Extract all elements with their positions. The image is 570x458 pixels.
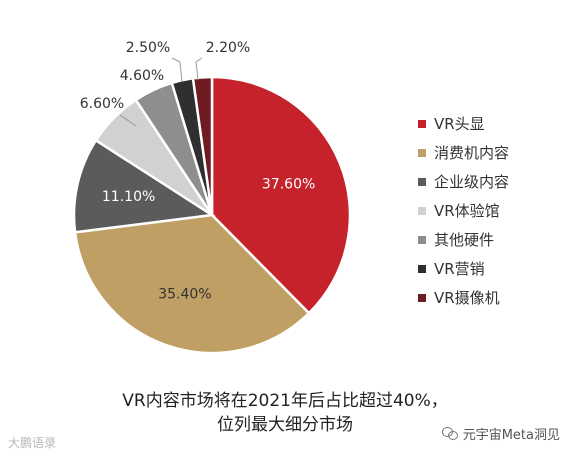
legend-item: VR营销 <box>418 260 485 278</box>
legend-label: VR摄像机 <box>434 289 500 307</box>
legend-label: 消费机内容 <box>434 144 509 162</box>
pie-slice <box>73 213 311 355</box>
caption-line-1: VR内容市场将在2021年后占比超过40%， <box>122 391 448 411</box>
leader-lines <box>119 57 203 127</box>
slice-value-label: 35.40% <box>158 286 211 302</box>
caption-line-2: 位列最大细分市场 <box>217 415 353 435</box>
legend-swatch <box>418 207 426 215</box>
slice-value-label: 11.10% <box>102 189 155 205</box>
legend-swatch <box>418 236 426 244</box>
leader-line <box>119 114 137 127</box>
pie-slices <box>72 75 352 355</box>
slice-value-label: 2.50% <box>126 40 170 56</box>
legend-label: VR头显 <box>434 115 485 133</box>
legend-item: 其他硬件 <box>418 231 494 249</box>
legend-label: VR营销 <box>434 260 485 278</box>
legend-item: 企业级内容 <box>418 173 509 191</box>
legend-item: VR头显 <box>418 115 485 133</box>
slice-labels: 37.60% 35.40% 11.10% 6.60% 4.60% 2.50% 2.20% <box>80 40 316 302</box>
legend-label: VR体验馆 <box>434 202 500 220</box>
slice-value-label: 4.60% <box>120 68 164 84</box>
leader-line <box>195 57 203 81</box>
pie-slice <box>210 75 352 315</box>
legend-swatch <box>418 120 426 128</box>
legend-swatch <box>418 294 426 302</box>
legend-label: 其他硬件 <box>434 231 494 249</box>
pie-chart: 37.60% 35.40% 11.10% 6.60% 4.60% 2.50% 2.20% V… <box>72 40 509 355</box>
leader-line <box>171 57 183 83</box>
slice-value-label: 2.20% <box>206 40 250 56</box>
legend-swatch <box>418 178 426 186</box>
pie-slice <box>191 75 214 216</box>
watermark-right: 元宇宙Meta洞见 <box>441 424 560 443</box>
slice-value-label: 37.60% <box>262 177 315 193</box>
legend-swatch <box>418 149 426 157</box>
legend-swatch <box>418 265 426 273</box>
leader-line <box>159 87 166 99</box>
legend-item: VR摄像机 <box>418 289 500 307</box>
legend-label: 企业级内容 <box>434 173 509 191</box>
legend-item: 消费机内容 <box>418 144 509 162</box>
watermark-right-text: 元宇宙Meta洞见 <box>462 428 560 443</box>
slice-value-label: 6.60% <box>80 96 124 112</box>
watermark-left: 大鹏语录 <box>8 436 57 450</box>
wechat-icon <box>441 426 458 441</box>
pie-slice <box>72 138 216 234</box>
legend-item: VR体验馆 <box>418 202 500 220</box>
